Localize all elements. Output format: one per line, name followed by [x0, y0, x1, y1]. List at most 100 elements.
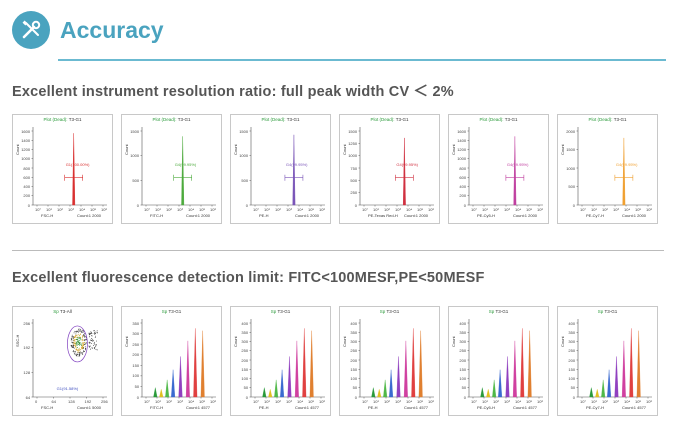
y-tick-label: 400: [568, 320, 576, 326]
gate-range-marker: [64, 174, 83, 181]
scatter-point: [76, 343, 78, 345]
y-tick-label: 0: [354, 202, 358, 208]
x-tick-label: 10²: [166, 207, 172, 212]
histogram-peak: [595, 389, 600, 398]
scatter-point: [88, 345, 90, 347]
y-axis-label: Count: [560, 144, 565, 155]
panel-title-gate: T3-G1: [386, 309, 400, 314]
scatter-point: [70, 339, 72, 341]
panel-title: Sp T3-G1: [122, 309, 221, 314]
scatter-point: [76, 344, 78, 346]
histogram-peak: [513, 136, 517, 206]
scatter-point: [84, 343, 86, 345]
x-tick-label: 10°: [144, 399, 151, 404]
scatter-point: [88, 332, 90, 334]
panel-title-gate: T3-G1: [277, 309, 291, 314]
y-tick-label: 1500: [130, 128, 140, 134]
x-tick-label: 10⁵: [308, 207, 315, 212]
scatter-point: [79, 338, 81, 340]
histogram-peak: [294, 340, 299, 398]
plot-area: [467, 319, 543, 399]
y-tick-label: 800: [23, 165, 31, 171]
scatter-point: [72, 351, 74, 353]
scatter-point: [80, 339, 82, 341]
x-axis-label: FITC-H: [150, 405, 164, 410]
scatter-point: [76, 341, 78, 343]
y-tick-label: 400: [459, 320, 467, 326]
x-tick-label: 10⁴: [406, 207, 413, 212]
panel-title-gate: T3-G1: [286, 117, 300, 122]
histogram-panel: Sp T3-G1 400 350 300 250 200 150 100 50 0 10° 10¹ 10…: [448, 306, 549, 416]
scatter-point: [85, 348, 86, 349]
scatter-point: [90, 332, 92, 334]
histogram-peak: [520, 328, 525, 398]
event-count: Count:1 2000: [186, 213, 211, 218]
y-tick-label: 50: [570, 385, 576, 391]
panel-title: Plot (Dead): T3-G1: [231, 117, 330, 122]
scatter-point: [80, 351, 82, 353]
x-tick-label: 0: [35, 399, 38, 404]
panel-title: Sp T3-All: [13, 309, 112, 314]
gate-label: G4(99.95%): [396, 162, 418, 168]
scatter-point: [83, 347, 85, 349]
y-tick-label: 250: [459, 348, 467, 354]
histogram-peak: [512, 340, 517, 398]
y-tick-label: 128: [23, 369, 31, 375]
y-tick-label: 200: [459, 193, 467, 199]
scatter-point: [81, 342, 83, 344]
histogram-peak: [403, 340, 408, 398]
y-tick-label: 1200: [21, 147, 31, 152]
scatter-point: [78, 337, 80, 339]
plot-axes: [250, 319, 325, 398]
scatter-point: [80, 336, 81, 338]
scatter-point: [94, 337, 96, 338]
x-tick-label: 10¹: [264, 399, 270, 404]
gate-label: G1(100.00%): [65, 162, 90, 168]
y-tick-label: 1600: [457, 128, 467, 134]
y-tick-label: 50: [243, 385, 249, 391]
x-tick-label: 10⁵: [199, 207, 206, 212]
scatter-point: [96, 344, 97, 346]
scatter-point: [89, 336, 91, 338]
y-tick-label: 200: [132, 352, 140, 358]
scatter-point: [81, 347, 83, 349]
histogram-peak: [377, 389, 382, 398]
histogram-panel: Plot (Dead): T3-G1 1600 1400 1200 1000 800 600…: [448, 114, 549, 224]
histogram-peak: [72, 133, 76, 206]
y-tick-label: 250: [350, 190, 358, 196]
x-tick-label: 10⁶: [319, 207, 326, 212]
x-tick-label: 10¹: [155, 207, 161, 212]
histogram-panel: Plot (Dead): T3-G1 1500 1000 500 0 10° 10¹ 10² 1…: [230, 114, 331, 224]
plot-area: [31, 127, 107, 207]
x-tick-label: 10°: [471, 399, 478, 404]
scatter-point: [72, 340, 74, 342]
y-tick-label: 600: [23, 174, 31, 180]
x-tick-label: 10³: [395, 399, 401, 404]
panel-title-gate: T3-G1: [177, 117, 191, 122]
x-tick-label: 10²: [602, 399, 608, 404]
x-tick-label: 10°: [362, 207, 369, 212]
scatter-point: [79, 335, 81, 336]
scatter-point: [76, 338, 78, 340]
histogram-peak: [614, 356, 619, 398]
scatter-point: [75, 342, 77, 344]
y-tick-label: 1000: [566, 165, 576, 171]
scatter-point: [80, 331, 82, 333]
panel-title-gate: T3-G1: [68, 117, 82, 122]
event-count: Count:1 2000: [77, 213, 102, 218]
y-tick-label: 400: [23, 184, 31, 189]
scatter-point: [72, 338, 74, 340]
scatter-point: [72, 335, 74, 337]
event-count: Count:1 2000: [295, 213, 320, 218]
y-axis-label: SSC-H: [15, 334, 20, 347]
panel-title-prefix: Sp: [270, 309, 278, 314]
y-tick-label: 1200: [457, 147, 467, 152]
histogram-peak: [527, 330, 532, 398]
y-tick-label: 100: [350, 376, 358, 381]
x-tick-label: 10²: [493, 207, 499, 212]
y-axis-label: Count: [451, 144, 456, 155]
scatter-point: [80, 353, 82, 355]
scatter-point: [77, 350, 79, 352]
scatter-point: [77, 352, 79, 354]
histogram-panel: Sp T3-G1 400 350 300 250 200 150 100 50 0 10° 10¹ 10…: [230, 306, 331, 416]
